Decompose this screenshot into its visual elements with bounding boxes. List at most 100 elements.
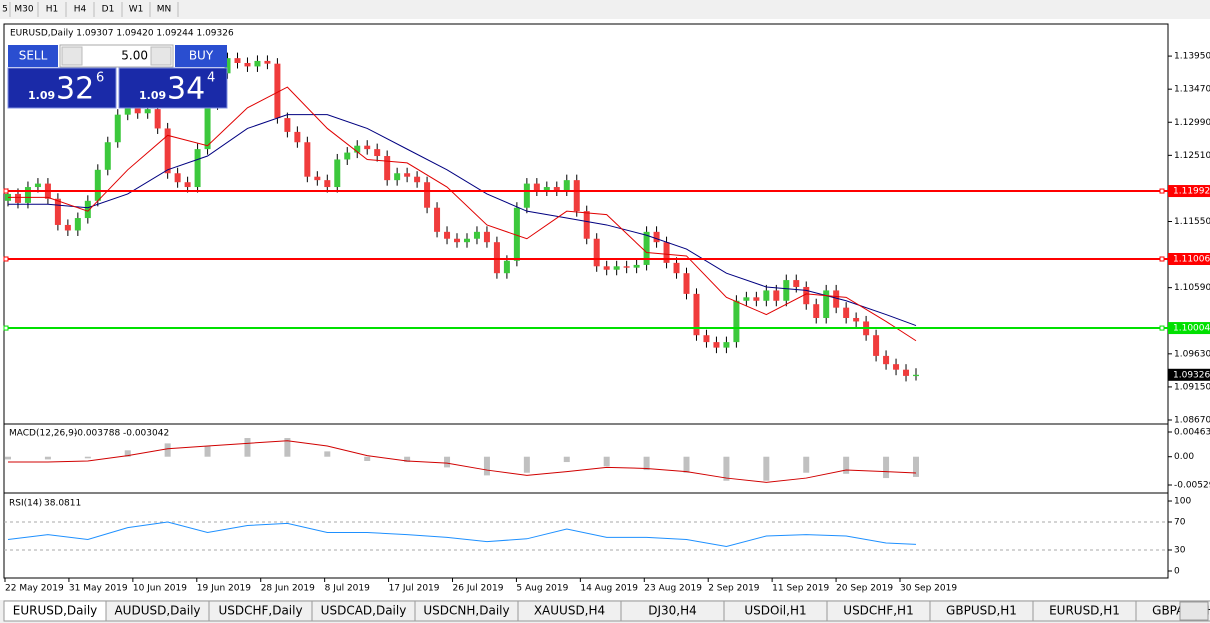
timeframe-button[interactable]: H4: [74, 5, 87, 15]
macd-bar: [683, 456, 690, 473]
bid-box[interactable]: [7, 67, 117, 109]
candle-body: [434, 207, 441, 232]
candle-body: [134, 107, 141, 114]
candle-body: [364, 145, 371, 150]
rsi-line: [7, 521, 917, 548]
tab-label: XAUUSD,H4: [534, 604, 605, 618]
candle-body: [224, 58, 231, 74]
tab-label: GBPUSD,H1: [946, 604, 1017, 618]
macd-bar: [404, 456, 411, 463]
candle-body: [803, 286, 810, 305]
price-tag-label: 1.09326: [1173, 370, 1210, 380]
tab-label: EURUSD,H1: [1049, 604, 1120, 618]
macd-bar: [643, 456, 650, 471]
candle-body: [264, 60, 271, 64]
ask-box[interactable]: [118, 67, 228, 109]
x-tick-label: 2 Sep 2019: [708, 584, 760, 594]
macd-bar: [5, 456, 11, 460]
candle-body: [324, 180, 331, 188]
tab-label: EURUSD,Daily: [13, 604, 98, 618]
candle-body: [274, 63, 281, 119]
candle-body: [583, 211, 590, 239]
candle-body: [793, 280, 800, 287]
macd-signal: [8, 440, 917, 483]
level-tag: [1168, 185, 1210, 198]
sell-button[interactable]: [8, 45, 58, 67]
y-tick-label: 1.09150: [1174, 382, 1210, 392]
macd-bar: [244, 438, 251, 457]
candle-body: [833, 290, 840, 308]
macd-bar: [563, 456, 570, 463]
y-tick-label: 1.08670: [1174, 416, 1210, 426]
rsi-name: RSI(14): [9, 499, 42, 509]
candle-body: [184, 182, 191, 188]
candle-body: [404, 173, 411, 177]
candle-body: [164, 128, 171, 174]
candle-body: [64, 224, 71, 231]
candle-body: [294, 131, 301, 143]
timeframe-button[interactable]: M30: [14, 5, 33, 15]
candle-body: [424, 182, 431, 208]
x-tick-label: 10 Jun 2019: [133, 584, 187, 594]
candle-body: [733, 300, 740, 343]
y-tick-label: 1.11550: [1174, 217, 1210, 227]
bid-big: 1.09: [28, 89, 55, 102]
x-tick-label: 19 Jun 2019: [197, 584, 251, 594]
tab-scroll[interactable]: [1179, 601, 1209, 621]
bid-sup: 6: [96, 71, 104, 86]
level-label: 1.11006: [1173, 254, 1210, 264]
candle-body: [34, 183, 41, 188]
y-tick-label: 0: [1174, 567, 1180, 577]
x-tick-label: 20 Sep 2019: [836, 584, 893, 594]
candle-body: [543, 187, 550, 191]
sell-label: SELL: [19, 49, 48, 63]
ask-main: 34: [167, 72, 205, 107]
buy-button[interactable]: [175, 45, 227, 67]
x-tick-label: 22 May 2019: [5, 584, 64, 594]
candle-body: [194, 149, 201, 188]
candle-body: [244, 62, 251, 67]
candle-body: [344, 152, 351, 160]
macd-bar: [364, 456, 371, 461]
candle-body: [853, 317, 860, 322]
macd-bar: [204, 446, 211, 457]
x-tick-label: 30 Sep 2019: [900, 584, 957, 594]
candle-body: [354, 145, 361, 153]
x-tick-label: 5 Aug 2019: [516, 584, 568, 594]
x-tick-label: 26 Jul 2019: [453, 584, 504, 594]
candle-body: [84, 200, 91, 219]
candle-body: [144, 109, 151, 114]
lot-down[interactable]: [61, 46, 83, 66]
y-tick-label: 70: [1174, 518, 1186, 528]
candle-body: [394, 173, 401, 181]
candle-body: [104, 142, 111, 170]
candle-body: [284, 118, 291, 132]
timeframe-button[interactable]: MN: [157, 5, 172, 15]
timeframe-button[interactable]: D1: [102, 5, 115, 15]
bid-main: 32: [56, 72, 94, 107]
macd-bar: [444, 456, 451, 468]
x-tick-label: 11 Sep 2019: [772, 584, 829, 594]
y-tick-label: -0.005299: [1174, 481, 1210, 491]
x-tick-label: 23 Aug 2019: [644, 584, 702, 594]
y-tick-label: 100: [1174, 497, 1191, 507]
level-tag: [1168, 252, 1210, 265]
tab-label: USDCNH,Daily: [423, 604, 509, 618]
candle-body: [773, 290, 780, 301]
timeframe-button[interactable]: W1: [129, 5, 144, 15]
y-tick-label: 1.10590: [1174, 283, 1210, 293]
candle-body: [553, 187, 560, 191]
candle-body: [234, 58, 241, 63]
y-tick-label: 1.13950: [1174, 52, 1210, 62]
timeframe-button[interactable]: H1: [46, 5, 59, 15]
lot-up[interactable]: [150, 46, 172, 66]
candle-body: [633, 264, 640, 268]
price-tag: [1168, 368, 1210, 381]
candle-body: [673, 262, 680, 274]
candle-body: [703, 335, 710, 343]
timeframe-button[interactable]: 5: [2, 5, 8, 15]
candle-body: [493, 242, 500, 274]
candle-body: [94, 169, 101, 201]
lot-box[interactable]: [59, 44, 174, 68]
